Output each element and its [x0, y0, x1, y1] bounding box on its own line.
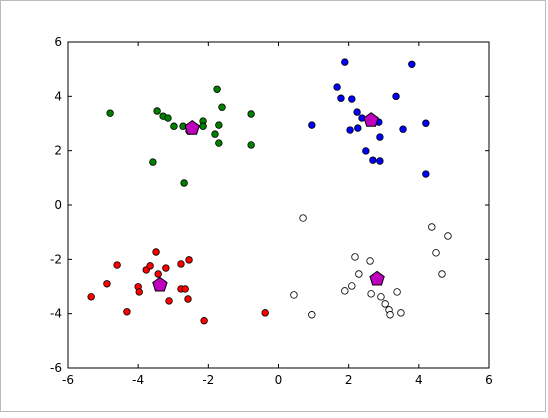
- point: [348, 282, 356, 290]
- point: [444, 232, 452, 240]
- point: [200, 317, 208, 325]
- y-tick-label: 6: [54, 35, 62, 49]
- point: [215, 139, 223, 147]
- point: [376, 157, 384, 165]
- point: [308, 121, 316, 129]
- centroid-marker: [152, 276, 168, 292]
- y-tick-label: -4: [50, 307, 62, 321]
- point: [333, 83, 341, 91]
- x-tick-label: -6: [62, 373, 74, 387]
- point: [290, 291, 298, 299]
- point: [162, 264, 170, 272]
- x-tick-label: 2: [345, 373, 353, 387]
- point: [165, 297, 173, 305]
- centroid-marker: [369, 270, 385, 286]
- y-tick-label: 4: [54, 89, 62, 103]
- point: [106, 109, 114, 117]
- point: [177, 260, 185, 268]
- y-tick-label: 0: [54, 198, 62, 212]
- point: [355, 270, 363, 278]
- x-tick-label: 6: [485, 373, 493, 387]
- x-tick-label: 0: [275, 373, 283, 387]
- point: [146, 262, 154, 270]
- point: [369, 156, 377, 164]
- point: [164, 114, 172, 122]
- point: [149, 158, 157, 166]
- point: [422, 119, 430, 127]
- point: [247, 110, 255, 118]
- point: [354, 124, 362, 132]
- point: [153, 107, 161, 115]
- point: [113, 261, 121, 269]
- plot-frame: [67, 41, 490, 369]
- x-tick-label: -2: [202, 373, 214, 387]
- point: [103, 280, 111, 288]
- point: [366, 257, 374, 265]
- point: [362, 147, 370, 155]
- point: [211, 130, 219, 138]
- point: [337, 94, 345, 102]
- point: [346, 126, 354, 134]
- point: [218, 103, 226, 111]
- y-tick-label: -2: [50, 252, 62, 266]
- point: [261, 309, 269, 317]
- point: [308, 311, 316, 319]
- point: [348, 95, 356, 103]
- point: [428, 223, 436, 231]
- y-tick-label: 2: [54, 144, 62, 158]
- point: [152, 248, 160, 256]
- point: [393, 288, 401, 296]
- point: [123, 308, 131, 316]
- point: [376, 133, 384, 141]
- point: [87, 293, 95, 301]
- x-tick-label: -4: [132, 373, 144, 387]
- point: [438, 270, 446, 278]
- point: [341, 287, 349, 295]
- point: [386, 311, 394, 319]
- point: [213, 85, 221, 93]
- plot-area: [68, 42, 489, 368]
- point: [181, 285, 189, 293]
- point: [299, 214, 307, 222]
- point: [392, 92, 400, 101]
- point: [408, 60, 416, 68]
- point: [432, 249, 440, 257]
- centroid-marker: [363, 112, 379, 127]
- point: [353, 108, 361, 116]
- point: [135, 288, 143, 296]
- point: [170, 122, 178, 130]
- point: [399, 125, 407, 133]
- y-tick-label: -6: [50, 361, 62, 375]
- point: [154, 270, 162, 278]
- point: [184, 295, 192, 303]
- point: [377, 293, 385, 301]
- point: [247, 141, 255, 149]
- point: [341, 58, 349, 66]
- centroid-marker: [184, 120, 200, 135]
- point: [367, 290, 375, 298]
- point: [199, 122, 207, 130]
- point: [215, 121, 223, 129]
- point: [180, 179, 188, 187]
- point: [422, 170, 430, 178]
- x-tick-label: 4: [415, 373, 423, 387]
- point: [185, 256, 193, 264]
- point: [351, 253, 359, 261]
- point: [397, 309, 405, 317]
- point: [381, 300, 389, 308]
